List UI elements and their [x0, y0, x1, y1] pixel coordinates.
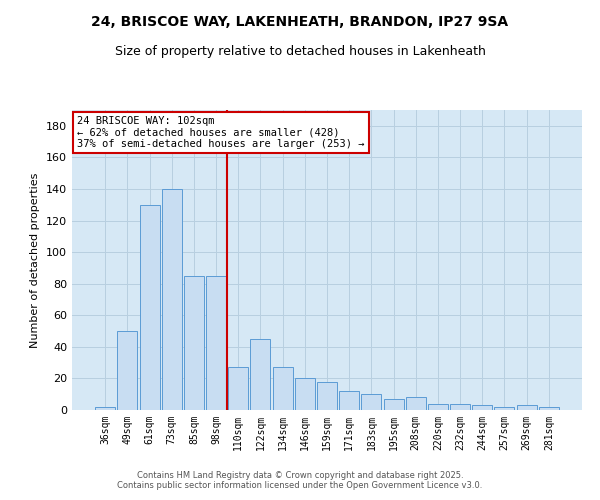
- Bar: [539, 407, 559, 410]
- Bar: [295, 378, 315, 410]
- Bar: [450, 404, 470, 410]
- Y-axis label: Number of detached properties: Number of detached properties: [31, 172, 40, 348]
- Bar: [272, 368, 293, 410]
- Bar: [339, 391, 359, 410]
- Bar: [206, 276, 226, 410]
- Bar: [162, 189, 182, 410]
- Bar: [406, 398, 426, 410]
- Bar: [184, 276, 204, 410]
- Bar: [118, 331, 137, 410]
- Bar: [95, 407, 115, 410]
- Text: Size of property relative to detached houses in Lakenheath: Size of property relative to detached ho…: [115, 45, 485, 58]
- Bar: [383, 399, 404, 410]
- Bar: [494, 407, 514, 410]
- Text: 24, BRISCOE WAY, LAKENHEATH, BRANDON, IP27 9SA: 24, BRISCOE WAY, LAKENHEATH, BRANDON, IP…: [91, 15, 509, 29]
- Bar: [140, 204, 160, 410]
- Bar: [361, 394, 382, 410]
- Bar: [317, 382, 337, 410]
- Bar: [517, 406, 536, 410]
- Text: Contains HM Land Registry data © Crown copyright and database right 2025.
Contai: Contains HM Land Registry data © Crown c…: [118, 470, 482, 490]
- Text: 24 BRISCOE WAY: 102sqm
← 62% of detached houses are smaller (428)
37% of semi-de: 24 BRISCOE WAY: 102sqm ← 62% of detached…: [77, 116, 365, 149]
- Bar: [428, 404, 448, 410]
- Bar: [250, 339, 271, 410]
- Bar: [472, 406, 492, 410]
- Bar: [228, 368, 248, 410]
